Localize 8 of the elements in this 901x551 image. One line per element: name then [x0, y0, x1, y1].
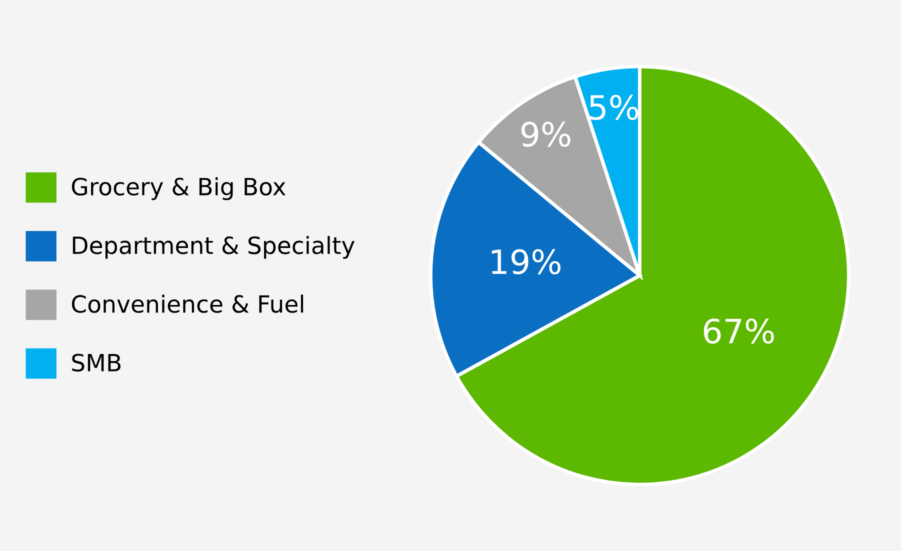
legend-label: Grocery & Big Box: [72, 177, 286, 200]
data-label: 19%: [492, 249, 560, 274]
legend-label: Department & Specialty: [72, 236, 355, 259]
data-label: 67%: [704, 318, 774, 344]
data-label: 9%: [521, 122, 570, 147]
legend-label: Convenience & Fuel: [72, 294, 304, 313]
legend-label: SMB: [72, 354, 121, 372]
data-label: 5%: [590, 94, 638, 120]
